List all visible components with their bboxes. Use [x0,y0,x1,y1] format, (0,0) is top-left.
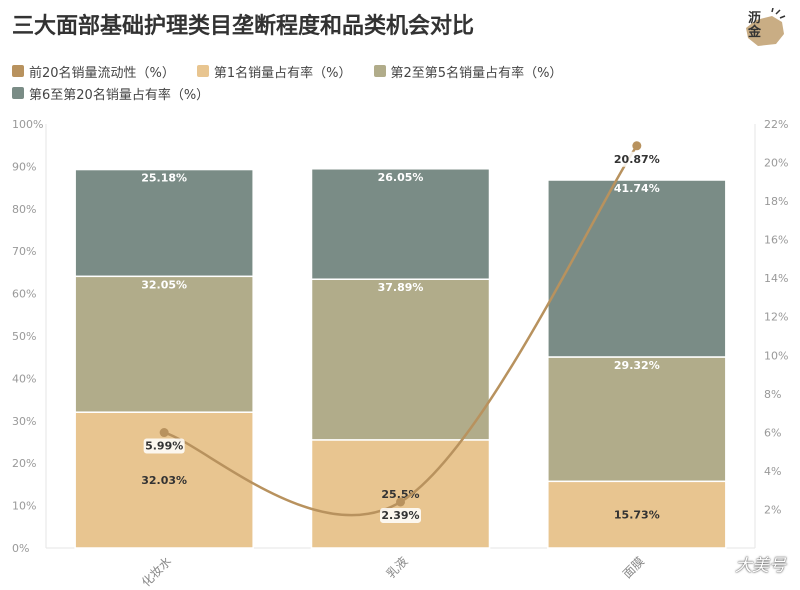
bar-segment [310,439,491,549]
watermark: 大美号 [735,556,786,576]
bar-data-label: 15.73% [614,509,660,522]
y-left-tick-label: 10% [12,500,36,513]
line-label-bg [612,151,661,167]
y-left-tick-label: 60% [12,288,36,301]
legend-label: 前20名销量流动性（%） [29,65,175,81]
y-right-tick-label: 8% [764,388,781,401]
line-label-bg [143,438,185,454]
legend-swatch [196,65,209,77]
legend-row-1: 前20名销量流动性（%） 第1名销量占有率（%） 第2至第5名销量占有率（%） [12,60,652,82]
bar-segment [74,275,254,413]
y-left-tick-label: 0% [12,542,29,555]
legend: 前20名销量流动性（%） 第1名销量占有率（%） 第2至第5名销量占有率（%） … [12,60,652,104]
bar-segment [310,278,491,441]
x-tick-label: 乳液 [383,554,411,582]
y-right-tick-label: 14% [764,272,788,285]
legend-label: 第6至第20名销量占有率（%） [29,87,210,103]
legend-item-top2-5: 第2至第5名销量占有率（%） [373,62,563,81]
x-tick-label: 面膜 [620,554,647,581]
legend-swatch [12,87,24,99]
y-left-tick-label: 50% [12,330,36,343]
bar-data-label: 32.05% [141,278,187,291]
y-left-tick-label: 40% [12,372,36,385]
y-left-tick-label: 90% [12,160,36,173]
legend-label: 第1名销量占有率（%） [213,65,352,81]
line-series-liquidity [163,145,638,517]
y-right-tick-label: 10% [764,349,788,362]
line-label-bg [380,507,421,523]
legend-item-liquidity: 前20名销量流动性（%） [12,62,175,81]
legend-item-top1: 第1名销量占有率（%） [196,62,352,81]
y-right-tick-label: 20% [764,157,788,170]
bar-data-label: 32.03% [141,474,187,487]
bar-data-label: 25.18% [141,172,187,185]
y-left-tick-label: 100% [12,118,43,131]
bar-data-label: 29.32% [614,359,660,372]
bar-segment [547,179,727,358]
legend-item-top6-20: 第6至第20名销量占有率（%） [12,84,209,103]
legend-label: 第2至第5名销量占有率（%） [390,65,563,81]
y-right-tick-label: 16% [764,234,788,247]
bar-data-label: 37.89% [378,281,424,294]
bar-data-label: 26.05% [378,171,424,184]
line-data-label: 2.39% [381,509,419,522]
line-data-label: 20.87% [614,153,660,166]
y-right-tick-label: 4% [764,465,781,478]
y-left-tick-label: 70% [12,245,36,258]
y-left-tick-label: 20% [12,457,36,470]
logo-burst-icon [746,7,786,46]
y-right-tick-label: 12% [764,311,788,324]
line-data-label: 5.99% [145,440,183,453]
y-left-tick-label: 80% [12,203,36,216]
bar-data-label: 41.74% [614,182,660,195]
legend-swatch [373,65,386,77]
line-point [159,428,169,438]
bar-segment [547,480,727,549]
brand-logo: 沥金 [742,7,786,48]
y-right-tick-label: 6% [764,426,781,439]
line-point [632,141,642,151]
bar-segment [74,168,254,278]
y-right-tick-label: 22% [764,118,788,131]
line-point [396,497,405,507]
logo-text: 沥金 [748,11,762,40]
bar-segment [310,168,491,280]
x-tick-label: 化妆水 [139,554,174,589]
chart-title: 三大面部基础护理类目垄断程度和品类机会对比 [12,14,475,39]
y-left-tick-label: 30% [12,415,36,428]
y-right-tick-label: 2% [764,503,781,516]
bar-data-label: 25.5% [381,488,419,501]
legend-swatch [12,65,24,77]
y-right-tick-label: 18% [764,195,788,208]
legend-row-2: 第6至第20名销量占有率（%） [12,82,652,104]
bar-segment [547,356,727,483]
